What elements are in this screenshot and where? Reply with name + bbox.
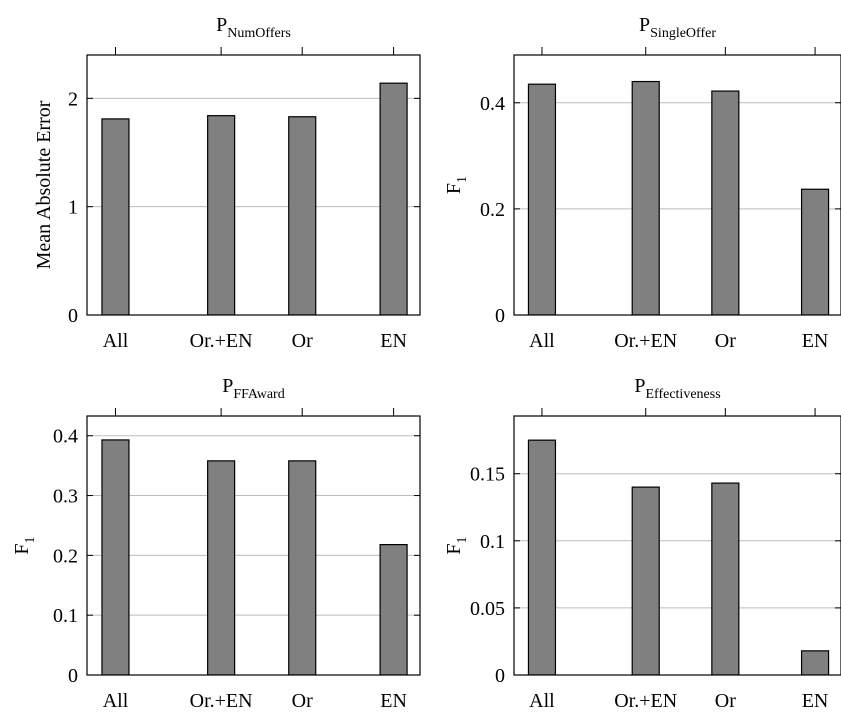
- x-tick-label: Or.+EN: [614, 690, 677, 712]
- y-axis-label: F1: [11, 536, 38, 554]
- y-tick-label: 0: [68, 305, 78, 327]
- y-tick-label: 0: [495, 665, 505, 687]
- x-tick-label: Or: [292, 690, 313, 712]
- bar-all: [527, 83, 557, 315]
- bar-or-en: [631, 80, 660, 315]
- chart-panel-3: 0 0.1 0.2 0.3 0.4 All Or.+EN Or EN PFFAward F1: [11, 375, 421, 712]
- bar-en: [800, 188, 830, 315]
- y-tick-label: 0.2: [53, 545, 78, 567]
- bar-series: [101, 82, 408, 315]
- y-tick-label: 2: [68, 88, 78, 110]
- chart-panel-4: 0 0.05 0.1 0.15 All Or.+EN Or EN PEffectiveness F…: [443, 375, 841, 712]
- x-tick-label: Or.+EN: [190, 690, 253, 712]
- bar-or: [288, 460, 317, 675]
- y-tick-label: 0.4: [480, 93, 505, 115]
- bar-series: [101, 439, 408, 675]
- chart-panel-2: 0 0.2 0.4 All Or.+EN Or EN PSingleOffer F1: [443, 14, 841, 352]
- y-tick-label: 0: [495, 305, 505, 327]
- bar-or: [288, 116, 317, 315]
- x-tick-label: Or.+EN: [614, 330, 677, 352]
- chart-title: PFFAward: [222, 375, 284, 402]
- x-tick-label: EN: [380, 330, 407, 352]
- y-tick-label: 1: [68, 197, 78, 219]
- bar-en: [379, 544, 408, 675]
- bar-or: [711, 482, 740, 675]
- y-tick-label: 0.4: [53, 426, 78, 448]
- bar-en: [379, 82, 408, 315]
- chart-title: PEffectiveness: [634, 375, 720, 402]
- chart-panel-1: 0 1 2 All Or.+EN Or EN PNumOffers Mean Absolute …: [33, 14, 421, 352]
- y-axis-label: Mean Absolute Error: [33, 100, 55, 269]
- bar-en: [800, 650, 830, 675]
- y-tick-label: 0.3: [53, 486, 78, 508]
- x-tick-label: All: [529, 330, 555, 352]
- y-tick-label: 0.15: [470, 464, 505, 486]
- chart-title: PSingleOffer: [639, 14, 716, 41]
- x-tick-label: EN: [802, 330, 829, 352]
- y-tick-label: 0: [68, 665, 78, 687]
- x-tick-label: EN: [380, 690, 407, 712]
- y-tick-label: 0.1: [53, 605, 78, 627]
- bar-series: [527, 80, 830, 315]
- x-tick-label: Or: [292, 330, 313, 352]
- y-axis-label: F1: [443, 176, 470, 194]
- x-tick-label: All: [103, 330, 129, 352]
- x-tick-label: Or: [715, 330, 736, 352]
- y-tick-label: 0.1: [480, 531, 505, 553]
- bar-or: [711, 90, 740, 315]
- x-tick-label: EN: [802, 690, 829, 712]
- bar-all: [101, 439, 130, 675]
- plot-frame: [513, 415, 841, 676]
- plot-frame: [513, 54, 841, 316]
- y-axis-label: F1: [443, 536, 470, 554]
- x-tick-label: All: [529, 690, 555, 712]
- y-tick-label: 0.05: [470, 598, 505, 620]
- x-tick-label: Or.+EN: [190, 330, 253, 352]
- bar-or-en: [207, 460, 236, 675]
- x-tick-label: All: [103, 690, 129, 712]
- bar-or-en: [631, 486, 660, 675]
- bar-or-en: [207, 115, 236, 315]
- y-tick-label: 0.2: [480, 199, 505, 221]
- x-tick-label: Or: [715, 690, 736, 712]
- bar-series: [527, 439, 830, 675]
- bar-all: [527, 439, 557, 675]
- bar-all: [101, 118, 130, 315]
- plot-frame: [86, 54, 421, 316]
- chart-title: PNumOffers: [216, 14, 291, 41]
- plot-frame: [86, 415, 421, 676]
